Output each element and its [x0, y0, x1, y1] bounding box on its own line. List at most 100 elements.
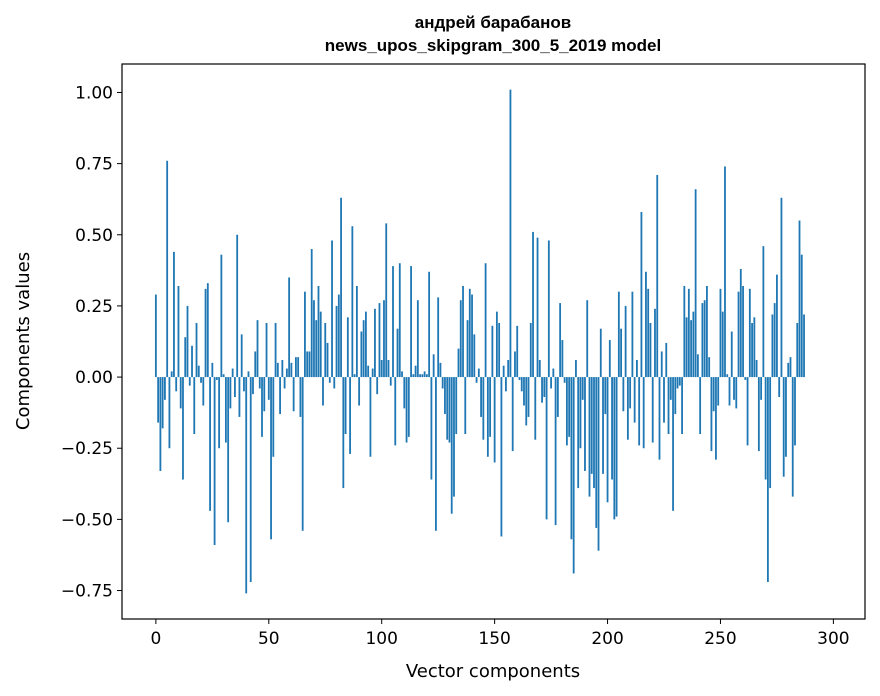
bar — [170, 371, 173, 378]
bar — [222, 374, 225, 378]
y-tick-label: 0.50 — [75, 226, 113, 246]
bar — [561, 340, 564, 378]
bar — [435, 377, 437, 531]
bar — [631, 291, 634, 378]
bar — [606, 377, 609, 503]
bar — [617, 291, 620, 378]
y-tick-label: 0.00 — [75, 368, 113, 388]
bar — [231, 368, 234, 378]
bar — [613, 377, 616, 520]
bar — [785, 377, 787, 457]
bar — [243, 377, 245, 392]
bar — [660, 351, 663, 378]
bar — [258, 377, 261, 389]
bar — [340, 197, 342, 378]
bar — [751, 323, 753, 378]
x-tick-label: 50 — [258, 629, 280, 649]
bar — [794, 377, 796, 446]
bar — [708, 357, 711, 378]
bar — [545, 377, 548, 520]
bar — [787, 362, 790, 378]
bar — [416, 300, 419, 378]
bar — [780, 197, 783, 378]
bar — [294, 357, 297, 378]
bar — [256, 320, 259, 378]
bar — [166, 160, 169, 378]
bar — [290, 362, 293, 378]
x-tick-label: 200 — [591, 629, 623, 649]
bar — [432, 354, 435, 378]
bar — [550, 377, 552, 389]
bar — [220, 254, 223, 378]
bar — [762, 246, 765, 378]
bar — [505, 377, 507, 392]
bar — [263, 377, 266, 412]
bar — [195, 323, 198, 378]
bar — [392, 266, 394, 378]
bar — [369, 377, 372, 457]
bar — [247, 371, 250, 378]
bar — [520, 377, 523, 392]
bar — [464, 377, 467, 434]
bar — [281, 360, 284, 378]
bar — [742, 286, 744, 378]
bar — [523, 377, 525, 406]
bar — [667, 377, 670, 434]
bar — [552, 368, 555, 378]
bar — [538, 360, 541, 378]
bar — [450, 377, 453, 514]
bar — [665, 342, 668, 378]
bar — [197, 365, 200, 378]
bars-group — [154, 89, 805, 594]
bar — [200, 377, 202, 383]
bar — [491, 325, 494, 378]
bar — [328, 377, 331, 383]
bar — [518, 377, 521, 380]
bar — [586, 300, 589, 378]
bar — [252, 377, 254, 395]
bar — [407, 377, 410, 437]
bar — [721, 311, 724, 378]
bar — [529, 323, 532, 378]
bar — [315, 320, 318, 378]
bar — [690, 320, 693, 378]
bar — [378, 303, 381, 378]
bar — [374, 308, 376, 378]
bar — [471, 294, 473, 378]
bar — [757, 377, 760, 452]
bar — [385, 223, 388, 378]
bar — [173, 251, 175, 378]
bar — [202, 377, 205, 406]
bar — [771, 314, 774, 378]
bar — [276, 362, 279, 378]
bar — [313, 300, 315, 378]
bar — [154, 294, 157, 378]
bar — [448, 377, 451, 443]
plot-frame — [121, 63, 866, 620]
x-axis: 0 50 100 150 200 250 300 — [150, 619, 850, 649]
bar — [265, 323, 268, 378]
bar — [218, 377, 221, 449]
bar — [615, 377, 618, 517]
bar — [272, 377, 275, 457]
bar — [748, 288, 751, 378]
bar — [204, 288, 207, 378]
bar — [728, 377, 731, 406]
bar — [396, 328, 399, 378]
bar — [570, 377, 573, 540]
bar — [726, 374, 729, 378]
bar — [398, 263, 401, 378]
bar — [636, 360, 638, 378]
bar — [755, 360, 758, 378]
bar — [568, 377, 571, 437]
bar — [647, 288, 650, 378]
chart-title-line1: андрей барабанов — [415, 13, 571, 32]
bar — [283, 377, 286, 389]
bar — [663, 377, 665, 423]
bar — [701, 303, 704, 378]
bar — [453, 377, 455, 497]
bar — [439, 362, 442, 378]
bar — [773, 303, 776, 378]
x-tick-label: 0 — [150, 629, 161, 649]
bar — [371, 368, 374, 378]
